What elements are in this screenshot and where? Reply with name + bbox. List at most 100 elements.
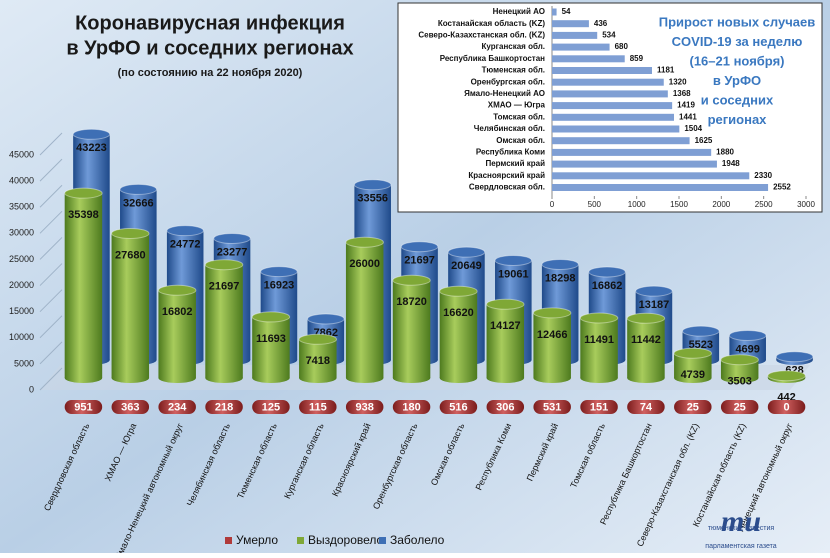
inset-bar <box>552 184 769 191</box>
value-label: 3503 <box>727 376 751 388</box>
value-label: 938 <box>356 401 374 413</box>
bar <box>252 400 290 414</box>
value-label: 11693 <box>256 333 286 345</box>
inset-title: регионах <box>708 112 768 127</box>
value-label: 151 <box>590 401 608 413</box>
bar <box>439 400 478 414</box>
bar <box>158 400 196 414</box>
inset-bar <box>552 78 664 86</box>
value-label: 35398 <box>68 209 99 221</box>
value-label: 16862 <box>592 280 623 292</box>
value-label: 306 <box>496 401 514 413</box>
inset-bar <box>552 102 673 110</box>
inset-y-tick-label: Красноярский край <box>468 171 545 180</box>
value-label: 23277 <box>217 246 248 258</box>
bar <box>533 400 571 414</box>
inset-value-label: 1368 <box>673 89 691 98</box>
inset-bar <box>552 20 589 28</box>
value-label: 74 <box>640 401 653 413</box>
grid-line <box>39 341 63 365</box>
value-label: 12466 <box>537 329 568 341</box>
value-label: 16620 <box>443 307 474 319</box>
bar <box>205 400 243 414</box>
y-tick-label: 45000 <box>9 149 34 159</box>
bar <box>720 400 759 414</box>
legend-swatch <box>225 537 232 544</box>
inset-value-label: 1504 <box>684 124 702 133</box>
inset-y-tick-label: Томская обл. <box>493 112 545 121</box>
chart-subtitle: (по состоянию на 22 ноября 2020) <box>118 67 303 79</box>
value-label: 516 <box>449 401 467 413</box>
inset-value-label: 1441 <box>679 112 697 121</box>
legend-label: Выздоровело <box>308 533 384 547</box>
inset-value-label: 1880 <box>716 148 734 157</box>
value-label: 531 <box>543 401 561 413</box>
inset-y-tick-label: ХМАО — Югра <box>488 101 546 110</box>
value-label: 363 <box>121 401 139 413</box>
value-label: 125 <box>262 401 280 413</box>
bar <box>673 347 713 383</box>
value-label: 18298 <box>545 272 576 284</box>
inset-title: Прирост новых случаев <box>659 14 815 29</box>
inset-bar <box>552 67 652 74</box>
value-label: 4739 <box>681 369 705 381</box>
inset-y-tick-label: Курганская обл. <box>482 42 545 51</box>
y-tick-label: 10000 <box>9 332 34 342</box>
logo-mark: ти <box>721 505 761 538</box>
inset-value-label: 54 <box>562 7 571 16</box>
logo-bottom: парламентская газета <box>705 543 776 550</box>
bar <box>298 333 338 383</box>
inset-value-label: 1181 <box>657 66 675 75</box>
value-label: 18720 <box>396 296 427 308</box>
value-label: 951 <box>74 401 92 413</box>
bar <box>579 312 619 383</box>
grid-line <box>39 210 63 234</box>
inset-value-label: 680 <box>615 42 629 51</box>
inset-x-tick-label: 1000 <box>628 200 646 209</box>
inset-bar <box>552 113 675 121</box>
inset-x-tick-label: 0 <box>550 200 555 209</box>
bar <box>392 274 431 383</box>
value-label: 16923 <box>264 280 295 292</box>
value-label: 43223 <box>76 142 107 154</box>
inset-bar <box>552 125 680 133</box>
bar <box>486 400 525 414</box>
inset-bar <box>552 55 625 63</box>
value-label: 20649 <box>451 260 482 272</box>
value-label: 0 <box>784 401 790 413</box>
inset-y-tick-label: Ненецкий АО <box>493 7 545 16</box>
grid-line <box>39 158 63 182</box>
bar <box>111 400 150 414</box>
value-label: 27680 <box>115 249 146 261</box>
inset-bar <box>552 90 668 98</box>
inset-value-label: 1625 <box>695 136 713 145</box>
inset-value-label: 2552 <box>773 183 791 192</box>
inset-y-tick-label: Ямало-Ненецкий АО <box>464 89 545 98</box>
value-label: 24772 <box>170 239 201 251</box>
inset-y-tick-label: Республика Коми <box>476 148 545 157</box>
bar <box>251 311 291 383</box>
bar <box>64 400 103 414</box>
grid-line <box>39 263 63 286</box>
y-tick-label: 20000 <box>9 280 34 290</box>
inset-bar <box>552 43 610 51</box>
bar <box>674 400 712 414</box>
bar <box>626 312 666 383</box>
bar <box>532 307 572 383</box>
inset-value-label: 1320 <box>669 77 687 86</box>
value-label: 11442 <box>631 334 661 346</box>
value-label: 115 <box>309 401 327 413</box>
inset-y-tick-label: Омская обл. <box>496 136 545 145</box>
inset-x-tick-label: 500 <box>588 200 602 209</box>
value-label: 21697 <box>404 255 435 267</box>
inset-value-label: 436 <box>594 19 608 28</box>
value-label: 11491 <box>584 334 614 346</box>
value-label: 32666 <box>123 197 154 209</box>
inset-x-tick-label: 3000 <box>797 200 815 209</box>
grid-line <box>39 367 63 391</box>
value-label: 16802 <box>162 306 193 318</box>
grid-line <box>39 289 63 313</box>
y-tick-label: 25000 <box>9 254 34 264</box>
inset-title: и соседних <box>701 92 774 107</box>
value-label: 19061 <box>498 268 529 280</box>
